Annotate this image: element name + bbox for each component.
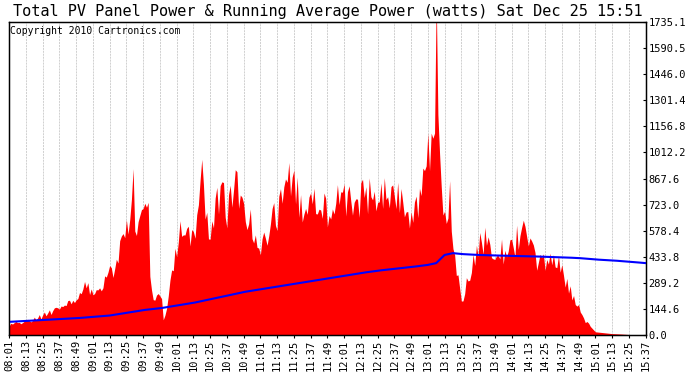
Title: Total PV Panel Power & Running Average Power (watts) Sat Dec 25 15:51: Total PV Panel Power & Running Average P… bbox=[12, 4, 642, 19]
Text: Copyright 2010 Cartronics.com: Copyright 2010 Cartronics.com bbox=[10, 26, 181, 36]
